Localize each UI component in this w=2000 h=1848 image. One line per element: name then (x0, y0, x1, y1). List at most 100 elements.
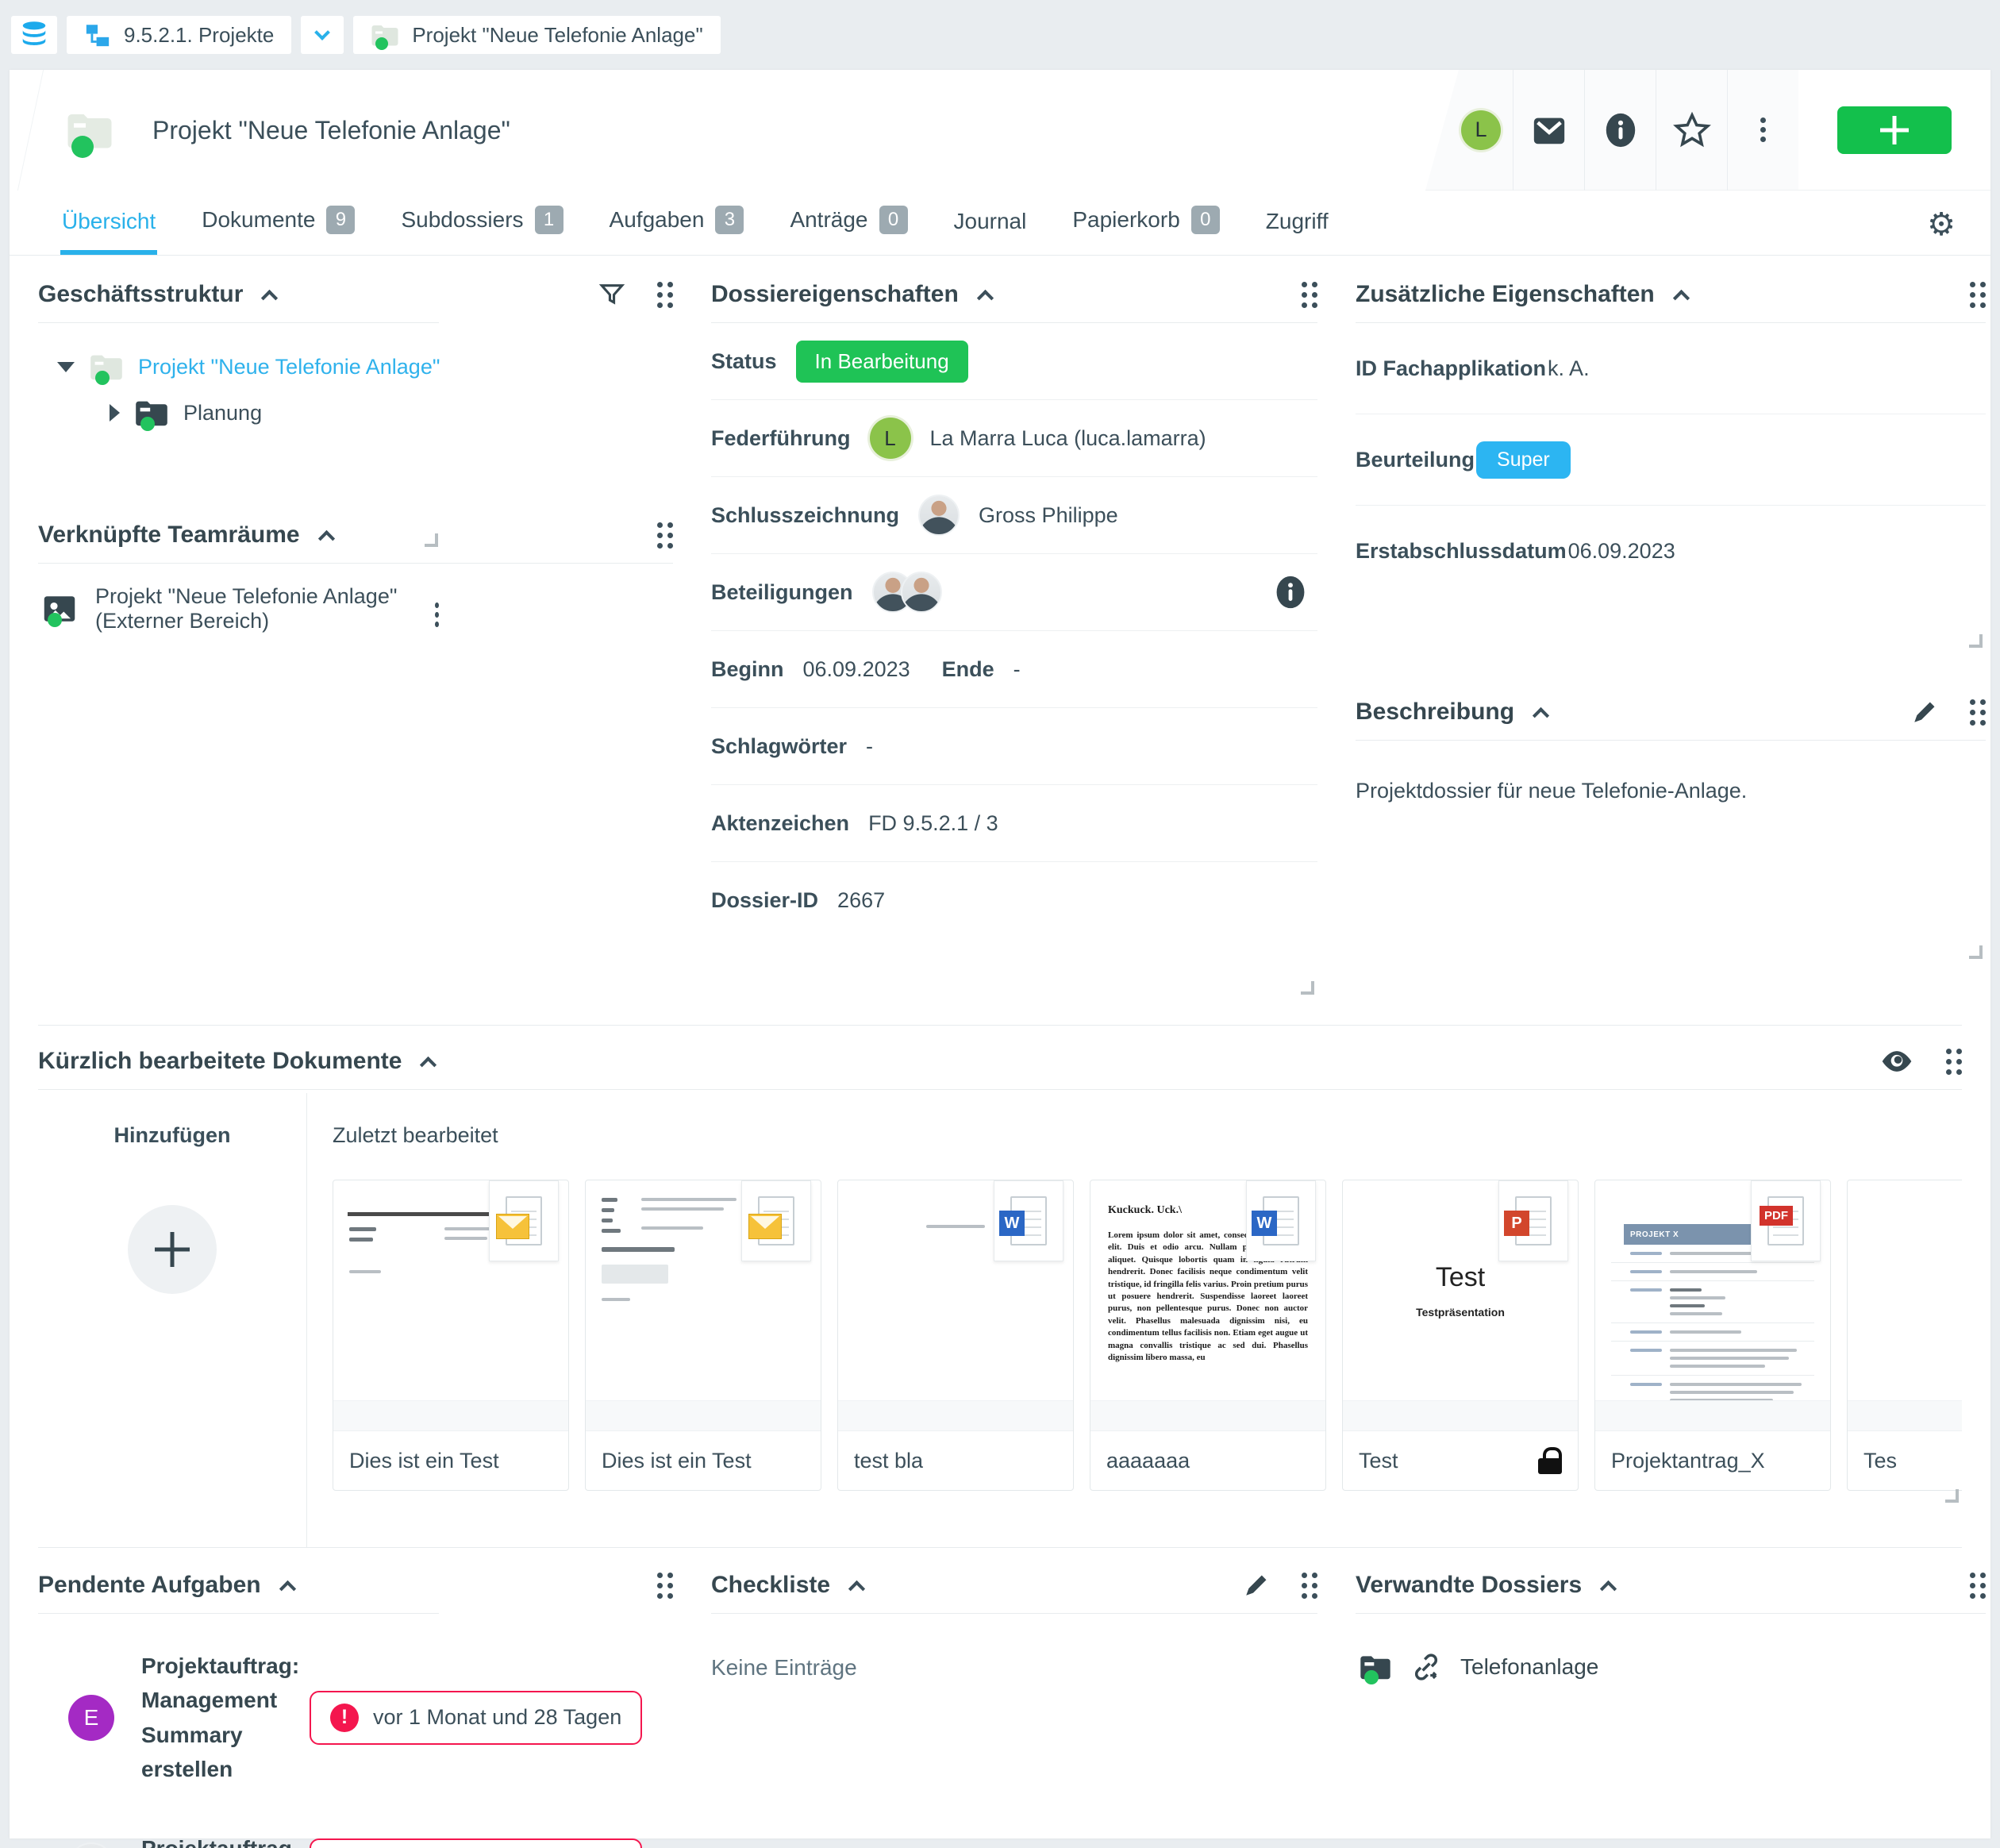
expanded-arrow-icon[interactable] (57, 361, 75, 372)
row-schlagwoerter: Schlagwörter - (711, 708, 1317, 785)
collapse-icon[interactable] (1672, 289, 1690, 306)
collapse-icon[interactable] (1600, 1580, 1617, 1597)
status-dot (375, 37, 389, 50)
kebab-icon[interactable] (435, 602, 439, 608)
header-actions: L (1425, 70, 1798, 191)
org-structure-icon (84, 21, 111, 48)
user-avatar-button[interactable]: L (1425, 70, 1513, 191)
collapse-icon[interactable] (317, 529, 335, 547)
tree-node-label[interactable]: Planung (183, 400, 263, 425)
count-badge: 0 (879, 206, 908, 234)
folder-tab-label: 9.5.2.1. Projekte (124, 22, 275, 47)
file-type-letter: W (999, 1211, 1025, 1236)
row-beurteilung: Beurteilung Super (1356, 414, 1986, 506)
teamroom-label: Projekt "Neue Telefonie Anlage" (Externe… (95, 584, 398, 633)
drag-handle-icon[interactable] (1302, 281, 1307, 287)
word-file-icon: W (1246, 1180, 1316, 1261)
drag-handle-icon[interactable] (1970, 1572, 1975, 1578)
drag-handle-icon[interactable] (1970, 281, 1975, 287)
settings-gear-icon[interactable]: ⚙ (1927, 206, 1956, 243)
mail-button[interactable] (1513, 70, 1584, 191)
resize-handle[interactable] (1969, 634, 1983, 648)
tree-node-planung[interactable]: Planung (57, 390, 673, 436)
document-card[interactable]: PROJEKT X PDF (1594, 1180, 1831, 1491)
widget-teamraeume: Verknüpfte Teamräume (38, 512, 673, 633)
dossier-nav: Übersicht Dokumente 9 Subdossiers 1 Aufg… (10, 191, 1990, 256)
avatar (900, 572, 942, 613)
task-item[interactable]: Projektauftrag prüfen ! vor 1 Monat und … (38, 1787, 673, 1848)
resize-handle[interactable] (1969, 945, 1983, 959)
tab-subdossiers[interactable]: Subdossiers 1 (401, 206, 563, 255)
collapsed-arrow-icon[interactable] (110, 404, 120, 422)
tab-aufgaben[interactable]: Aufgaben 3 (610, 206, 744, 255)
field-label: Schlusszeichnung (711, 502, 900, 527)
document-card[interactable]: W test bla (837, 1180, 1074, 1491)
avatar: L (869, 418, 911, 459)
recent-documents: Zuletzt bearbeitet (307, 1093, 1962, 1547)
collapse-icon[interactable] (420, 1056, 437, 1073)
document-card[interactable]: Test Testpräsentation P Test (1342, 1180, 1579, 1491)
teamroom-item[interactable]: Projekt "Neue Telefonie Anlage" (Externe… (38, 564, 439, 633)
field-label: Erstabschlussdatum (1356, 539, 1567, 563)
email-file-icon (741, 1180, 811, 1261)
eye-icon[interactable] (1879, 1044, 1914, 1079)
task-item[interactable]: E Projektauftrag: Management Summary ers… (38, 1614, 673, 1787)
resize-handle[interactable] (425, 533, 438, 547)
tab-uebersicht[interactable]: Übersicht (60, 209, 158, 255)
checklist-empty-text: Keine Einträge (711, 1655, 857, 1680)
collapse-icon[interactable] (848, 1580, 866, 1597)
favorite-button[interactable] (1656, 70, 1727, 191)
drag-handle-icon[interactable] (1970, 699, 1975, 705)
collapse-icon[interactable] (279, 1580, 296, 1597)
document-title: test bla (854, 1448, 924, 1473)
field-label: Schlagwörter (711, 733, 848, 758)
collapse-icon[interactable] (1532, 706, 1550, 724)
document-card[interactable]: Tes (1847, 1180, 1962, 1491)
tab-journal[interactable]: Journal (954, 209, 1027, 255)
drag-handle-icon[interactable] (657, 281, 663, 287)
tab-zugriff[interactable]: Zugriff (1266, 209, 1329, 255)
related-dossier-item[interactable]: Telefonanlage (1356, 1614, 1986, 1684)
field-label: Status (711, 348, 777, 373)
add-button[interactable] (1837, 106, 1952, 154)
widget-title: Beschreibung (1356, 699, 1515, 725)
drag-handle-icon[interactable] (1302, 1572, 1307, 1578)
add-document-button[interactable] (128, 1205, 217, 1294)
collapse-icon[interactable] (976, 289, 994, 306)
filter-icon[interactable] (598, 281, 625, 308)
document-card[interactable]: Kuckuck. Uck.\ Lorem ipsum dolor sit ame… (1090, 1180, 1326, 1491)
edit-pencil-icon[interactable] (1911, 699, 1938, 726)
drag-handle-icon[interactable] (657, 522, 663, 528)
document-card[interactable]: Dies ist ein Test (585, 1180, 821, 1491)
tab-papierkorb[interactable]: Papierkorb 0 (1072, 206, 1220, 255)
field-label: Beteiligungen (711, 579, 853, 604)
info-icon[interactable] (1273, 575, 1308, 610)
tab-dokumente[interactable]: Dokumente 9 (202, 206, 356, 255)
folder-tab[interactable]: 9.5.2.1. Projekte (67, 16, 292, 54)
collapse-icon[interactable] (261, 289, 279, 306)
folder-tab-dropdown[interactable] (301, 16, 344, 54)
document-card[interactable]: Dies ist ein Test (333, 1180, 569, 1491)
document-thumbnail (586, 1180, 821, 1401)
document-thumbnail (1848, 1180, 1962, 1401)
edit-pencil-icon[interactable] (1243, 1572, 1270, 1599)
tab-label: Aufgaben (609, 207, 705, 232)
repository-tab[interactable] (11, 16, 57, 54)
tab-antraege[interactable]: Anträge 0 (790, 206, 908, 255)
tree-node-label[interactable]: Projekt "Neue Telefonie Anlage" (138, 354, 440, 379)
more-menu-button[interactable] (1727, 70, 1798, 191)
count-badge: 1 (534, 206, 563, 234)
recent-label: Zuletzt bearbeitet (333, 1123, 498, 1147)
thumbnail-heading: Kuckuck. Uck.\ (1108, 1204, 1182, 1216)
field-value: 2667 (837, 888, 886, 912)
resize-handle[interactable] (1945, 1489, 1959, 1503)
resize-handle[interactable] (1301, 981, 1314, 995)
row-beteiligungen: Beteiligungen (711, 554, 1317, 631)
drag-handle-icon[interactable] (657, 1572, 663, 1578)
drag-handle-icon[interactable] (1946, 1048, 1952, 1054)
add-zone (1798, 70, 1990, 191)
info-button[interactable] (1584, 70, 1656, 191)
tree-node-root[interactable]: Projekt "Neue Telefonie Anlage" (57, 344, 673, 390)
project-tab[interactable]: Projekt "Neue Telefonie Anlage" (353, 16, 721, 54)
info-icon (1602, 112, 1639, 148)
